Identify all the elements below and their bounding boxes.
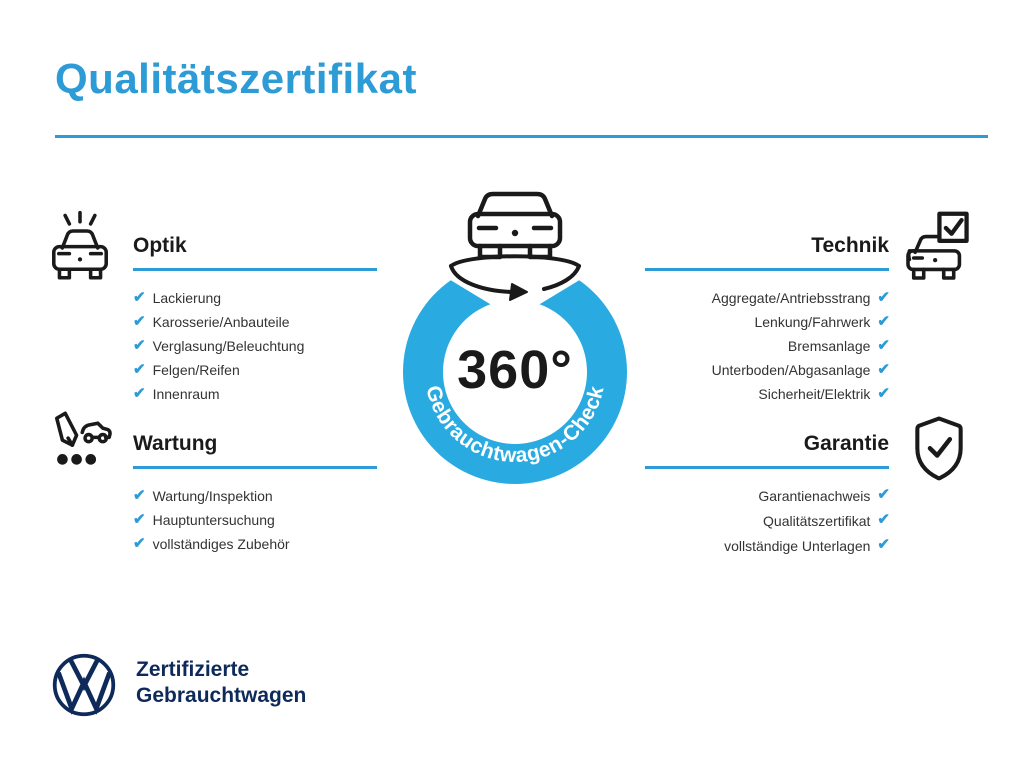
item-label: Aggregate/Antriebsstrang: [711, 290, 871, 306]
section-title-wartung: Wartung: [133, 432, 218, 455]
item-label: Verglasung/Beleuchtung: [152, 338, 305, 354]
check-icon: ✔: [133, 510, 146, 528]
check-item: ✔ Wartung/Inspektion: [133, 484, 383, 508]
check-icon: ✔: [877, 336, 890, 354]
car-shine-icon: [46, 208, 114, 288]
check-item: ✔ Lackierung: [133, 286, 383, 310]
check-icon: ✔: [877, 312, 890, 330]
check-icon: ✔: [877, 511, 890, 528]
item-label: vollständiges Zubehör: [152, 536, 290, 552]
ring-shape: [403, 280, 627, 484]
item-label: Karosserie/Anbauteile: [152, 314, 290, 330]
check-item: ✔ Unterboden/Abgasanlage: [640, 358, 890, 382]
check-item: ✔ Felgen/Reifen: [133, 358, 383, 382]
footer-claim: Zertifizierte Gebrauchtwagen: [136, 657, 306, 709]
check-item: ✔ vollständiges Zubehör: [133, 532, 383, 556]
section-title-technik: Technik: [811, 234, 889, 257]
car-360-rotate-icon: [449, 191, 581, 301]
section-header-garantie: Garantie: [645, 431, 889, 469]
car-checklist-icon: [903, 208, 973, 288]
item-label: Lenkung/Fahrwerk: [754, 314, 871, 330]
check-item: ✔ Karosserie/Anbauteile: [133, 310, 383, 334]
check-icon: ✔: [133, 336, 146, 354]
item-label: Qualitätszertifikat: [763, 512, 871, 529]
check-item: ✔ Aggregate/Antriebsstrang: [640, 286, 890, 310]
check-icon: ✔: [133, 534, 146, 552]
section-title-optik: Optik: [133, 234, 187, 257]
check-item: ✔ Sicherheit/Elektrik: [640, 382, 890, 406]
title-divider: [55, 135, 988, 138]
check-item: ✔ vollständige Unterlagen: [640, 533, 890, 558]
optik-items: ✔ Lackierung ✔ Karosserie/Anbauteile ✔ V…: [133, 286, 383, 406]
item-label: Felgen/Reifen: [152, 362, 240, 378]
footer-claim-line1: Zertifizierte: [136, 658, 250, 681]
check-icon: ✔: [877, 536, 890, 553]
item-label: Innenraum: [152, 386, 220, 402]
item-label: Bremsanlage: [787, 338, 871, 354]
garantie-items: ✔ Garantienachweis ✔ Qualitätszertifikat…: [640, 483, 890, 558]
shield-check-icon: [910, 414, 968, 488]
section-header-wartung: Wartung: [133, 431, 377, 469]
check-icon: ✔: [877, 486, 890, 503]
check-icon: ✔: [877, 360, 890, 378]
section-header-technik: Technik: [645, 233, 889, 271]
check-icon: ✔: [877, 288, 890, 306]
item-label: Wartung/Inspektion: [152, 488, 273, 504]
check-icon: ✔: [133, 384, 146, 402]
gebrauchtwagen-check-badge: Gebrauchtwagen-Check: [403, 191, 627, 484]
check-icon: ✔: [133, 360, 146, 378]
item-label: Sicherheit/Elektrik: [758, 386, 871, 402]
wartung-items: ✔ Wartung/Inspektion ✔ Hauptuntersuchung…: [133, 484, 383, 556]
footer-claim-line2: Gebrauchtwagen: [136, 684, 307, 707]
check-item: ✔ Hauptuntersuchung: [133, 508, 383, 532]
check-icon: ✔: [133, 312, 146, 330]
item-label: Lackierung: [152, 290, 222, 306]
page-title: Qualitätszertifikat: [55, 55, 417, 102]
check-item: ✔ Verglasung/Beleuchtung: [133, 334, 383, 358]
check-item: ✔ Lenkung/Fahrwerk: [640, 310, 890, 334]
item-label: Hauptuntersuchung: [152, 512, 275, 528]
item-label: Garantienachweis: [758, 487, 871, 504]
check-icon: ✔: [133, 288, 146, 306]
check-item: ✔ Innenraum: [133, 382, 383, 406]
check-item: ✔ Garantienachweis: [640, 483, 890, 508]
technik-items: ✔ Aggregate/Antriebsstrang ✔ Lenkung/Fah…: [640, 286, 890, 406]
check-icon: ✔: [133, 486, 146, 504]
vw-logo: [50, 651, 118, 719]
check-item: ✔ Qualitätszertifikat: [640, 508, 890, 533]
check-item: ✔ Bremsanlage: [640, 334, 890, 358]
pencil-car-icon: [44, 408, 112, 488]
item-label: Unterboden/Abgasanlage: [711, 362, 871, 378]
section-header-optik: Optik: [133, 233, 377, 271]
item-label: vollständige Unterlagen: [724, 537, 871, 554]
section-title-garantie: Garantie: [803, 432, 889, 455]
check-icon: ✔: [877, 384, 890, 402]
badge-360-value: 360°: [457, 340, 573, 400]
